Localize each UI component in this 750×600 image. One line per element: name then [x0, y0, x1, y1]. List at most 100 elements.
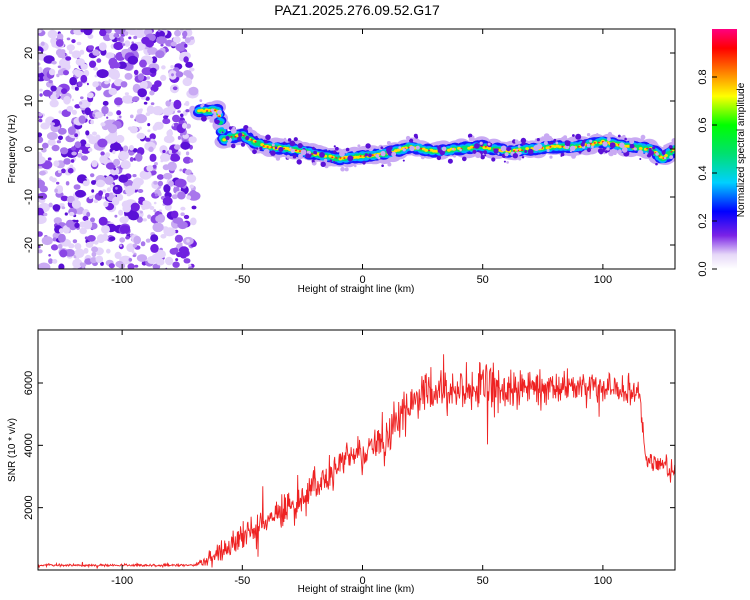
colorbar-tick-label: 0.0	[697, 261, 709, 276]
track-halo	[333, 160, 336, 163]
track-halo	[283, 141, 286, 144]
track-segment	[558, 145, 562, 149]
track-halo	[493, 148, 499, 154]
noise-blob	[38, 62, 41, 66]
track-halo	[462, 156, 467, 162]
noise-blob	[155, 50, 165, 59]
noise-blob	[119, 237, 126, 243]
track-halo	[609, 142, 616, 149]
noise-blob	[105, 192, 110, 198]
track-halo	[655, 162, 658, 166]
track-halo	[200, 104, 204, 108]
noise-blob	[163, 184, 171, 193]
track-halo	[402, 148, 406, 152]
noise-blob	[153, 181, 158, 185]
track-halo	[283, 137, 287, 141]
track-halo	[436, 155, 442, 161]
noise-blob	[141, 67, 153, 76]
noise-blob	[189, 158, 194, 163]
noise-blob	[170, 41, 177, 47]
noise-blob	[188, 86, 199, 96]
noise-blob	[175, 71, 184, 78]
colorbar: 0.0 0.2 0.4 0.6 0.8 Normalized spectral ampl…	[697, 29, 747, 277]
spectrogram-ylabel: Frequency (Hz)	[7, 115, 18, 184]
track-halo	[391, 151, 397, 157]
noise-blob	[79, 262, 84, 267]
track-halo	[339, 151, 345, 157]
noise-blob	[173, 144, 181, 150]
track-halo	[441, 146, 447, 152]
noise-blob	[190, 190, 197, 195]
track-halo	[553, 138, 557, 142]
noise-blob	[57, 243, 63, 249]
track-halo	[640, 134, 646, 140]
noise-blob	[175, 258, 179, 262]
noise-blob	[149, 205, 155, 210]
noise-blob	[78, 115, 86, 124]
noise-blob	[168, 149, 172, 154]
noise-blob	[96, 234, 106, 244]
x-tick-label: 50	[477, 274, 489, 286]
track-halo	[231, 143, 236, 149]
track-halo	[386, 147, 392, 153]
noise-blob	[98, 42, 107, 51]
noise-blob	[58, 228, 64, 234]
track-halo	[586, 133, 591, 137]
track-halo	[344, 167, 349, 172]
track-halo	[380, 150, 386, 157]
track-halo	[633, 147, 637, 151]
track-halo	[287, 138, 292, 142]
noise-blob	[132, 148, 138, 153]
track-halo	[479, 141, 483, 145]
noise-blob	[68, 50, 73, 55]
noise-blob	[182, 36, 187, 39]
noise-blob	[92, 81, 99, 88]
noise-blob	[156, 36, 167, 45]
noise-blob	[116, 193, 124, 201]
track-halo	[480, 155, 485, 160]
noise-blob	[115, 186, 118, 190]
noise-blob	[114, 97, 123, 106]
noise-blob	[189, 184, 194, 189]
track-halo	[398, 146, 402, 150]
noise-blob	[151, 253, 160, 261]
noise-blob	[42, 142, 49, 149]
track-halo	[345, 147, 350, 152]
noise-blob	[185, 100, 190, 107]
noise-blob	[184, 43, 188, 48]
noise-blob	[185, 61, 194, 68]
noise-blob	[74, 201, 78, 204]
noise-blob	[122, 43, 126, 46]
noise-blob	[58, 135, 63, 141]
noise-blob	[74, 70, 85, 78]
x-tick-label: 100	[594, 575, 612, 587]
track-halo	[437, 145, 442, 150]
noise-blob	[74, 222, 80, 228]
noise-blob	[135, 153, 143, 162]
noise-blob	[175, 43, 186, 52]
noise-blob	[165, 100, 171, 107]
track-segment	[282, 147, 285, 150]
track-segment	[242, 134, 245, 137]
track-halo	[300, 149, 307, 156]
track-halo	[357, 144, 361, 148]
noise-blob	[58, 233, 66, 243]
noise-blob	[154, 162, 158, 166]
track-halo	[275, 156, 281, 161]
noise-blob	[152, 105, 164, 116]
track-halo	[265, 134, 271, 141]
track-segment	[371, 154, 374, 156]
track-halo	[212, 114, 217, 119]
track-halo	[230, 127, 237, 134]
noise-blob	[139, 126, 142, 130]
track-halo	[296, 159, 302, 165]
track-halo	[586, 143, 591, 148]
noise-blob	[113, 33, 119, 38]
noise-blob	[147, 47, 158, 55]
noise-blob	[81, 155, 88, 161]
noise-blob	[94, 111, 104, 119]
noise-blob	[106, 116, 109, 119]
noise-blob	[177, 135, 181, 140]
noise-blob	[112, 150, 116, 155]
track-halo	[622, 134, 626, 139]
